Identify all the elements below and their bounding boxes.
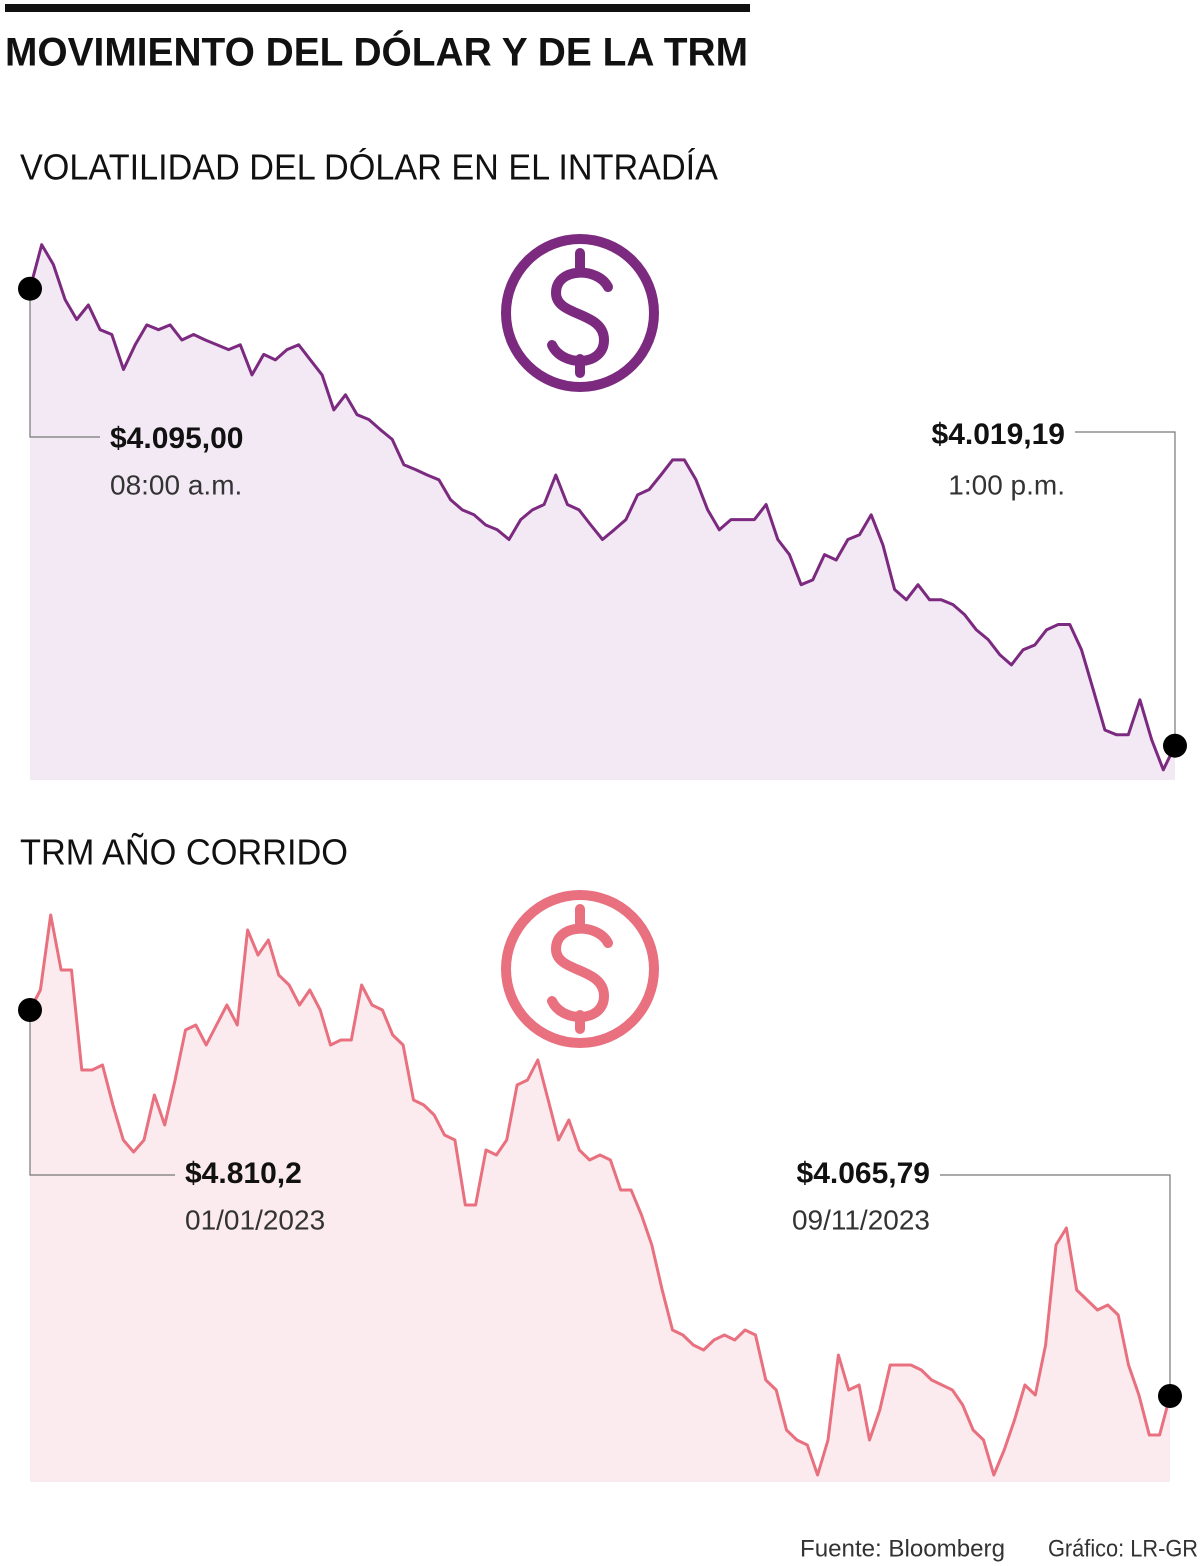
charts: $4.095,00 08:00 a.m. $4.019,19 1:00 p.m. $4.… (18, 243, 1187, 1482)
point-marker (18, 276, 42, 301)
category-label: 09/11/2023 (792, 1204, 930, 1235)
category-label: 1:00 p.m. (948, 469, 1065, 500)
chart-title: VOLATILIDAD DEL DÓLAR EN EL INTRADÍA (20, 147, 718, 188)
value-label: $4.019,19 (932, 418, 1065, 451)
category-label: 08:00 a.m. (110, 469, 242, 500)
value-label: $4.095,00 (110, 422, 243, 455)
point-marker (18, 997, 42, 1022)
point-marker (1163, 733, 1187, 758)
chart-title: TRM AÑO CORRIDO (20, 832, 348, 873)
dollar-icon (501, 890, 659, 1048)
area (30, 915, 1170, 1482)
leader-line (29, 1009, 175, 1176)
value-label: $4.065,79 (797, 1157, 930, 1190)
line (28, 243, 1177, 772)
credit: Gráfico: LR-GR (1048, 1535, 1198, 1562)
title: MOVIMIENTO DEL DÓLAR Y DE LA TRM (5, 29, 748, 75)
line (28, 913, 1172, 1477)
leader-line (940, 1174, 1171, 1396)
point-marker (1158, 1383, 1182, 1408)
value-label: $4.810,2 (185, 1157, 302, 1190)
leader-line (1075, 431, 1176, 746)
source: Fuente: Bloomberg (800, 1535, 1005, 1562)
title-bar (5, 4, 750, 12)
dollar-icon (501, 234, 659, 392)
category-label: 01/01/2023 (185, 1204, 325, 1235)
leader-line (29, 288, 100, 438)
area (30, 244, 1175, 780)
